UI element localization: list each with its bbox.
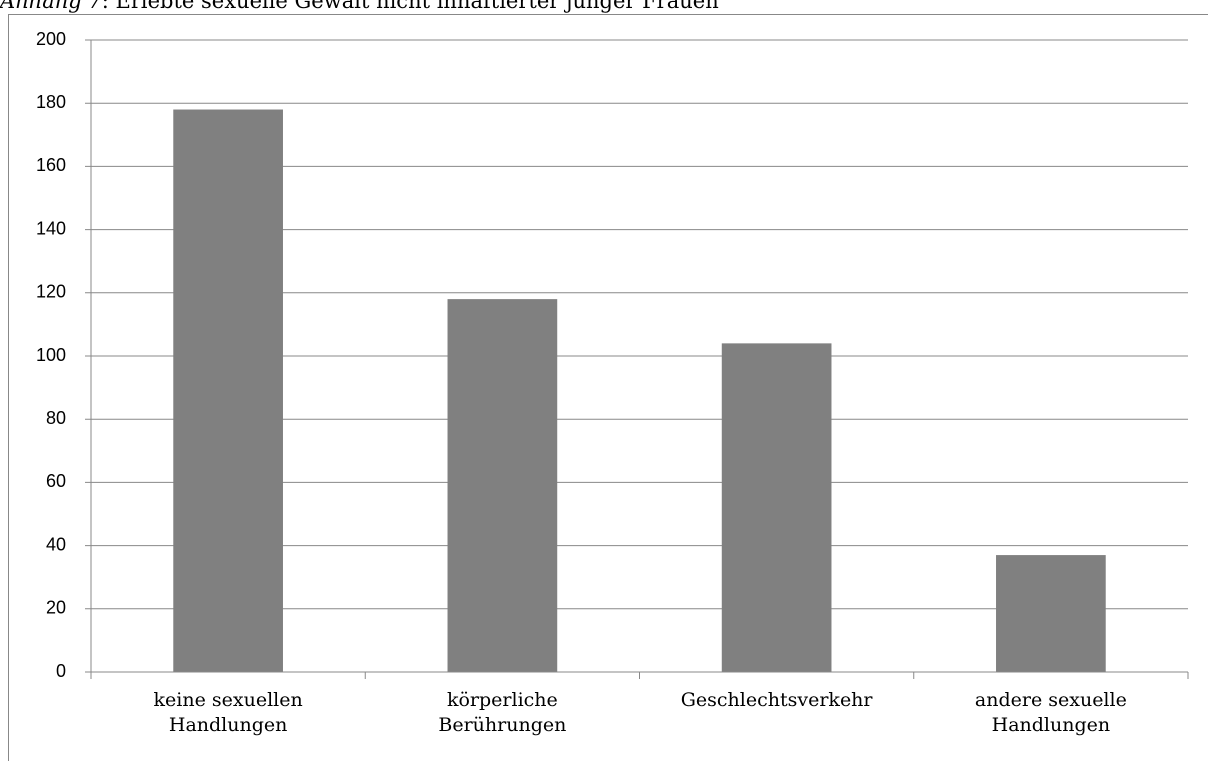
y-tick-label: 100 (36, 345, 66, 365)
y-tick-label: 60 (46, 471, 66, 491)
y-tick-label: 120 (36, 282, 66, 302)
bar (996, 555, 1106, 672)
caption-text: : Erlebte sexuelle Gewalt nicht inhaftie… (101, 0, 719, 13)
y-tick-label: 140 (36, 218, 66, 238)
bar (173, 109, 283, 672)
x-tick-label: körperliche Berührungen (438, 689, 567, 736)
caption: Anhang 7: Erlebte sexuelle Gewalt nicht … (0, 0, 719, 13)
caption-label: Anhang 7 (0, 0, 102, 13)
y-tick-label: 80 (46, 408, 66, 428)
y-tick-label: 180 (36, 92, 66, 112)
x-tick-label: andere sexuelle Handlungen (974, 689, 1127, 736)
bar (447, 299, 558, 672)
chart-frame (8, 14, 1208, 761)
y-tick-label: 0 (56, 661, 66, 681)
x-tick-label: keine sexuellen Handlungen (153, 689, 303, 736)
y-tick-label: 160 (36, 155, 66, 175)
y-tick-label: 20 (46, 598, 66, 618)
y-tick-label: 40 (46, 534, 66, 554)
y-tick-label: 200 (36, 29, 66, 49)
x-tick-label: Geschlechtsverkehr (680, 689, 873, 711)
bar (721, 343, 832, 672)
